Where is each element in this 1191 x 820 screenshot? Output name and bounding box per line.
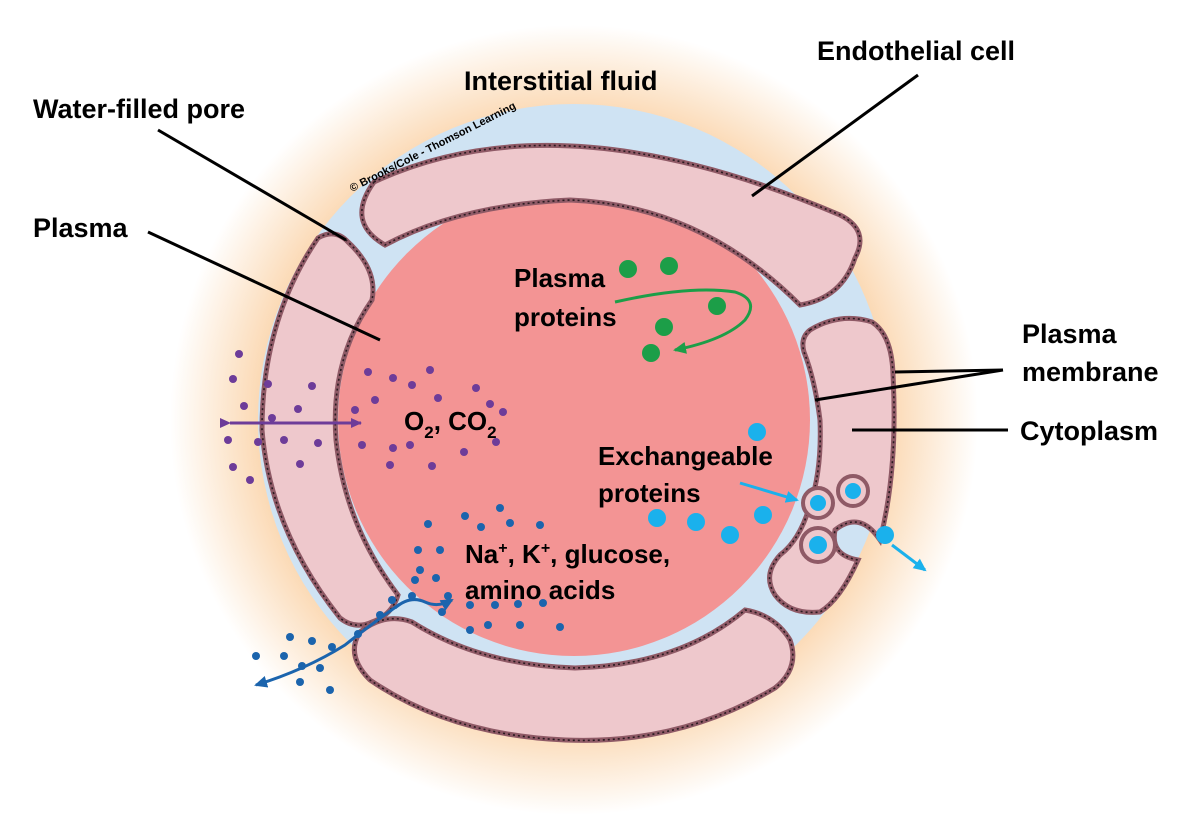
plasma-protein-arrow xyxy=(614,288,753,354)
exchangeable-arrow-in xyxy=(739,481,799,503)
vesicles xyxy=(799,474,870,564)
interstitial-fluid-label: Interstitial fluid xyxy=(464,66,658,96)
exchangeable-proteins-label-line1: Exchangeable xyxy=(598,441,773,471)
ion-diffusion-arrow-in xyxy=(394,598,454,611)
gases-label: O2, CO2 xyxy=(404,406,497,442)
plasma-proteins-label-line1: Plasma xyxy=(514,263,606,293)
gas-molecules xyxy=(224,350,507,484)
exchangeable-proteins-label-line2: proteins xyxy=(598,478,701,508)
ion-diffusion-arrow-out xyxy=(254,602,401,688)
ions-label-line2: amino acids xyxy=(465,575,615,605)
exchangeable-protein-dots xyxy=(648,423,894,544)
plasma-protein-dots xyxy=(619,257,726,362)
ions-label-line1: Na+, K+, glucose, xyxy=(465,539,670,569)
plasma-membrane-label-line1: Plasma xyxy=(1022,319,1118,349)
endothelial-cell-label: Endothelial cell xyxy=(817,36,1015,66)
pointer-lines xyxy=(147,73,1008,432)
exchangeable-arrow-out xyxy=(891,543,927,572)
plasma-label: Plasma xyxy=(33,213,129,243)
water-filled-pore-label: Water-filled pore xyxy=(33,94,245,124)
cytoplasm-label: Cytoplasm xyxy=(1020,416,1158,446)
plasma-lumen xyxy=(338,184,810,656)
plasma-membrane-label-line2: membrane xyxy=(1022,357,1159,387)
plasma-proteins-label-line2: proteins xyxy=(514,302,617,332)
ion-dots xyxy=(252,504,564,694)
